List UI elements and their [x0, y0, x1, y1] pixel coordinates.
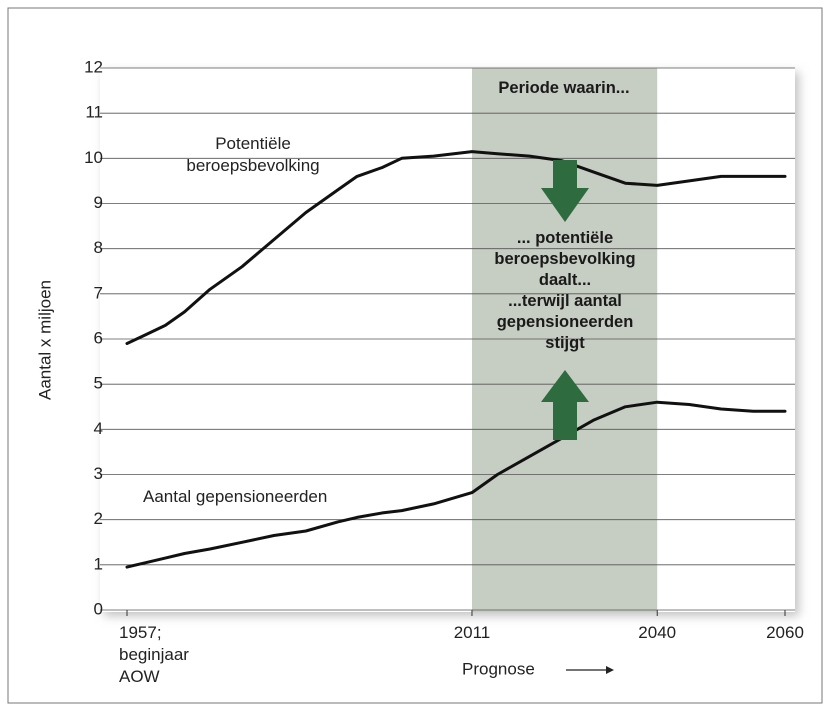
- x-tick-label: 2060: [766, 623, 804, 642]
- y-axis-label: Aantal x miljoen: [35, 280, 54, 400]
- y-tick-label: 1: [94, 554, 103, 573]
- y-tick-label: 4: [94, 419, 103, 438]
- series-label: Aantal gepensioneerden: [143, 487, 328, 506]
- y-tick-label: 12: [84, 57, 103, 76]
- y-tick-label: 7: [94, 283, 103, 302]
- arrow-down: [541, 160, 589, 222]
- x-tick-label: 2011: [453, 623, 491, 642]
- y-tick-label: 9: [94, 193, 103, 212]
- y-tick-label: 11: [85, 103, 103, 122]
- series-line: [125, 400, 787, 569]
- series-line: [125, 150, 787, 345]
- x-axis-label: Prognose: [462, 659, 535, 678]
- annotation: Periode waarin...: [498, 79, 630, 97]
- series-label: Potentiële beroepsbevolking: [186, 134, 320, 175]
- y-tick-label: 0: [94, 599, 103, 618]
- annotation: ... potentiële beroepsbevolking daalt...: [494, 229, 636, 289]
- x-tick-label: 2040: [638, 623, 677, 642]
- arrow-up: [541, 370, 589, 440]
- y-tick-label: 8: [94, 238, 103, 257]
- prognose-arrow-head: [606, 666, 614, 674]
- annotation: ...terwijl aantal gepensioneerden stijgt: [496, 292, 634, 352]
- y-tick-label: 5: [94, 374, 103, 393]
- y-tick-label: 6: [94, 328, 103, 347]
- y-tick-label: 10: [84, 148, 103, 167]
- x-tick-label: 1957; beginjaar AOW: [119, 623, 189, 686]
- y-tick-label: 3: [94, 464, 103, 483]
- y-tick-label: 2: [94, 509, 103, 528]
